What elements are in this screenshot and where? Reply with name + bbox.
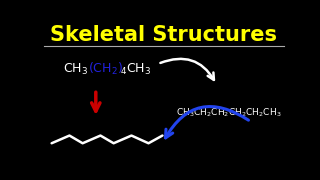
Text: $\mathregular{CH_3}$: $\mathregular{CH_3}$ bbox=[63, 62, 88, 77]
Text: Skeletal Structures: Skeletal Structures bbox=[51, 25, 277, 46]
Text: $\mathregular{CH_3CH_2CH_2CH_2CH_2CH_3}$: $\mathregular{CH_3CH_2CH_2CH_2CH_2CH_3}$ bbox=[176, 106, 281, 119]
Text: $\mathregular{(CH_2)}$: $\mathregular{(CH_2)}$ bbox=[88, 61, 123, 77]
Text: $\mathregular{_4CH_3}$: $\mathregular{_4CH_3}$ bbox=[120, 62, 151, 77]
